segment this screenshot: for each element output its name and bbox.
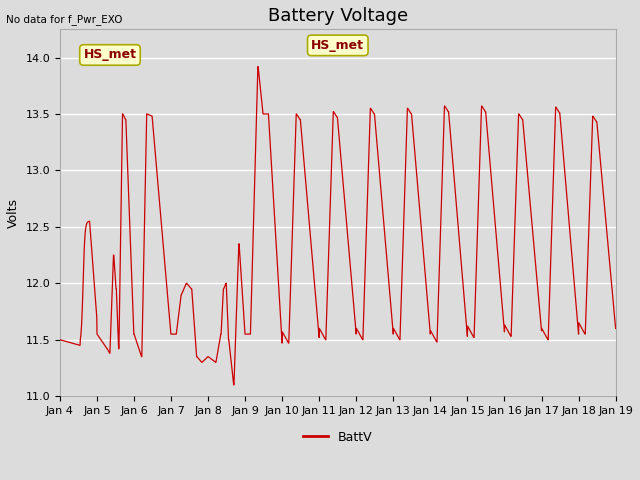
Legend: BattV: BattV	[298, 426, 378, 449]
Y-axis label: Volts: Volts	[7, 198, 20, 228]
Text: HS_met: HS_met	[83, 48, 136, 61]
Title: Battery Voltage: Battery Voltage	[268, 7, 408, 25]
Text: No data for f_Pwr_EXO: No data for f_Pwr_EXO	[6, 14, 123, 25]
Text: HS_met: HS_met	[311, 39, 364, 52]
